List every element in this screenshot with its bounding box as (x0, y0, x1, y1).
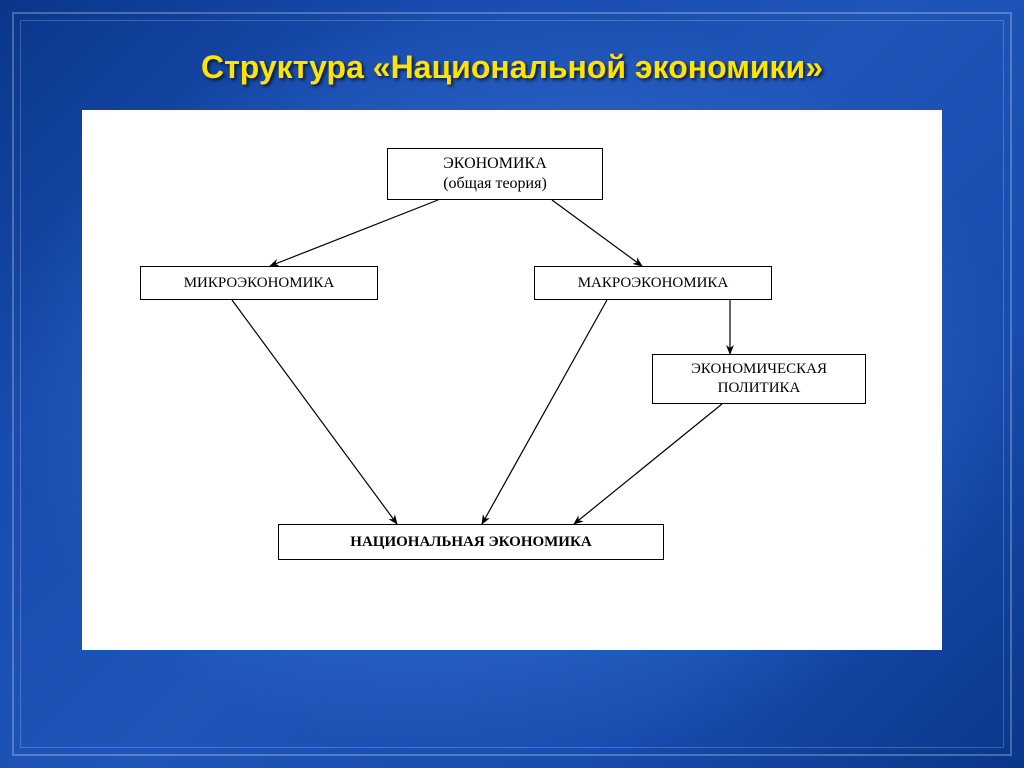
node-label: МИКРОЭКОНОМИКА (184, 274, 335, 293)
node-macro: МАКРОЭКОНОМИКА (534, 266, 772, 300)
slide: Структура «Национальной экономики» ЭКОНО… (0, 0, 1024, 768)
edge-micro-to-national (232, 300, 397, 524)
diagram-canvas: ЭКОНОМИКА(общая теория) МИКРОЭКОНОМИКА МАК… (82, 110, 942, 650)
outer-frame: Структура «Национальной экономики» ЭКОНО… (12, 12, 1012, 756)
node-label: ЭКОНОМИКА (443, 154, 547, 174)
node-label: НАЦИОНАЛЬНАЯ ЭКОНОМИКА (350, 533, 591, 552)
node-sublabel: (общая теория) (443, 174, 547, 194)
node-policy: ЭКОНОМИЧЕСКАЯПОЛИТИКА (652, 354, 866, 404)
edge-root-to-macro (552, 200, 642, 266)
inner-frame: Структура «Национальной экономики» ЭКОНО… (20, 20, 1004, 748)
edge-macro-to-national (482, 300, 607, 524)
node-sublabel: ПОЛИТИКА (718, 379, 801, 398)
node-label: ЭКОНОМИЧЕСКАЯ (691, 360, 827, 379)
node-root: ЭКОНОМИКА(общая теория) (387, 148, 603, 200)
node-national: НАЦИОНАЛЬНАЯ ЭКОНОМИКА (278, 524, 664, 560)
slide-title: Структура «Национальной экономики» (201, 49, 823, 86)
node-micro: МИКРОЭКОНОМИКА (140, 266, 378, 300)
node-label: МАКРОЭКОНОМИКА (578, 274, 729, 293)
edge-root-to-micro (270, 200, 438, 266)
edge-policy-to-national (574, 404, 722, 524)
